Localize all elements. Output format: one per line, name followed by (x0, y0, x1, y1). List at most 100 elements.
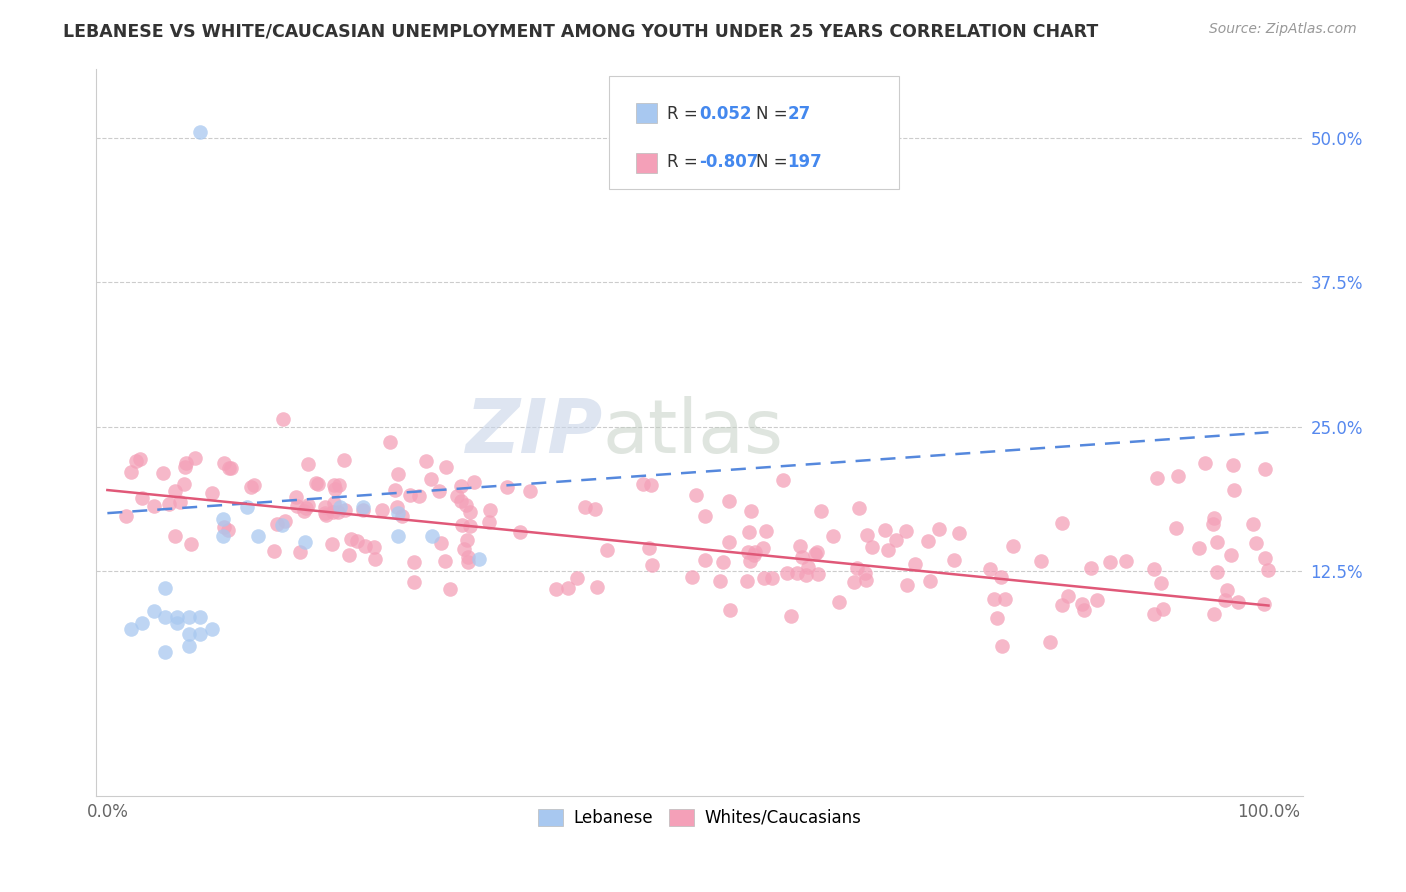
Point (848, 500, 870, 515)
FancyBboxPatch shape (609, 76, 898, 188)
Point (263, 544, 285, 558)
Point (1194, 456, 1216, 470)
Point (1215, 592, 1237, 607)
Point (352, 503, 374, 517)
Point (754, 571, 776, 585)
Point (387, 467, 409, 482)
Point (391, 509, 413, 524)
Point (295, 501, 318, 516)
Point (1080, 561, 1102, 575)
Point (1215, 582, 1237, 597)
Point (384, 483, 406, 498)
Text: R =: R = (666, 153, 703, 171)
Point (321, 536, 343, 550)
Point (786, 566, 808, 580)
Point (855, 573, 877, 587)
Point (903, 557, 925, 571)
Point (128, 452, 150, 467)
Text: LEBANESE VS WHITE/CAUCASIAN UNEMPLOYMENT AMONG YOUTH UNDER 25 YEARS CORRELATION : LEBANESE VS WHITE/CAUCASIAN UNEMPLOYMENT… (63, 22, 1098, 40)
Point (155, 581, 177, 595)
Point (780, 609, 803, 624)
Point (325, 482, 347, 496)
Point (986, 611, 1008, 625)
Point (1070, 597, 1092, 611)
Point (744, 545, 766, 559)
Point (853, 566, 876, 580)
Point (165, 484, 187, 499)
FancyBboxPatch shape (636, 103, 657, 123)
Point (789, 539, 811, 553)
Point (305, 475, 328, 490)
Point (188, 610, 211, 624)
Point (292, 504, 315, 518)
Point (460, 505, 482, 519)
Point (419, 472, 441, 486)
Point (844, 574, 866, 589)
Point (1143, 607, 1166, 621)
Point (735, 574, 758, 589)
Point (335, 502, 357, 516)
Point (285, 499, 308, 513)
Point (155, 645, 177, 659)
Point (806, 545, 828, 559)
Point (737, 545, 759, 559)
Point (337, 548, 360, 562)
Point (166, 615, 188, 630)
Point (583, 502, 606, 516)
Point (152, 466, 174, 480)
Point (131, 491, 153, 505)
Point (990, 639, 1012, 653)
Point (243, 477, 266, 491)
Point (711, 555, 734, 569)
Point (328, 477, 350, 491)
Point (415, 454, 437, 468)
Point (596, 543, 619, 558)
Point (188, 627, 211, 641)
Point (1254, 551, 1277, 566)
Point (761, 571, 783, 585)
Point (574, 500, 596, 514)
Point (557, 581, 579, 595)
Point (860, 541, 883, 555)
Point (212, 456, 235, 470)
Point (990, 569, 1012, 583)
Point (446, 489, 468, 503)
Point (364, 551, 387, 566)
Point (948, 526, 970, 541)
Text: -0.807: -0.807 (700, 153, 759, 171)
Text: ZIP: ZIP (465, 396, 603, 469)
Point (354, 539, 377, 553)
Point (772, 473, 794, 487)
Point (918, 574, 941, 588)
Point (509, 524, 531, 539)
Point (478, 503, 501, 517)
Legend: Lebanese, Whites/Caucasians: Lebanese, Whites/Caucasians (530, 800, 869, 835)
Point (1227, 595, 1250, 609)
Point (877, 542, 900, 557)
Point (212, 529, 235, 543)
Point (329, 500, 352, 515)
Point (239, 480, 262, 494)
Point (1188, 541, 1211, 556)
Point (463, 475, 485, 490)
Point (271, 412, 294, 426)
Point (177, 610, 200, 624)
Point (738, 524, 761, 539)
Point (169, 494, 191, 508)
Point (633, 476, 655, 491)
Point (315, 508, 337, 523)
Point (288, 545, 311, 559)
Point (1244, 536, 1267, 550)
Text: R =: R = (666, 104, 703, 122)
Point (453, 542, 475, 557)
Point (718, 494, 741, 508)
Point (340, 533, 363, 547)
Point (1029, 554, 1052, 568)
Point (270, 517, 292, 532)
Point (856, 528, 879, 542)
Point (1115, 554, 1137, 568)
Point (142, 604, 165, 618)
Point (408, 489, 430, 503)
Point (810, 504, 832, 518)
Point (742, 548, 765, 562)
